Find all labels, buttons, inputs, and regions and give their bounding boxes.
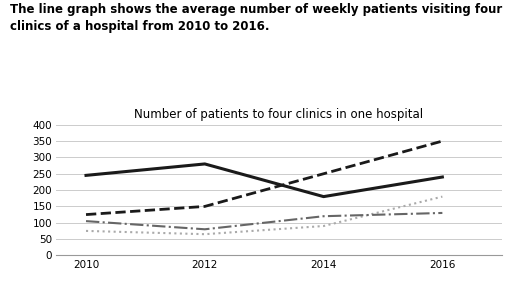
Title: Number of patients to four clinics in one hospital: Number of patients to four clinics in on… xyxy=(135,108,423,121)
Text: The line graph shows the average number of weekly patients visiting four
clinics: The line graph shows the average number … xyxy=(10,3,502,33)
